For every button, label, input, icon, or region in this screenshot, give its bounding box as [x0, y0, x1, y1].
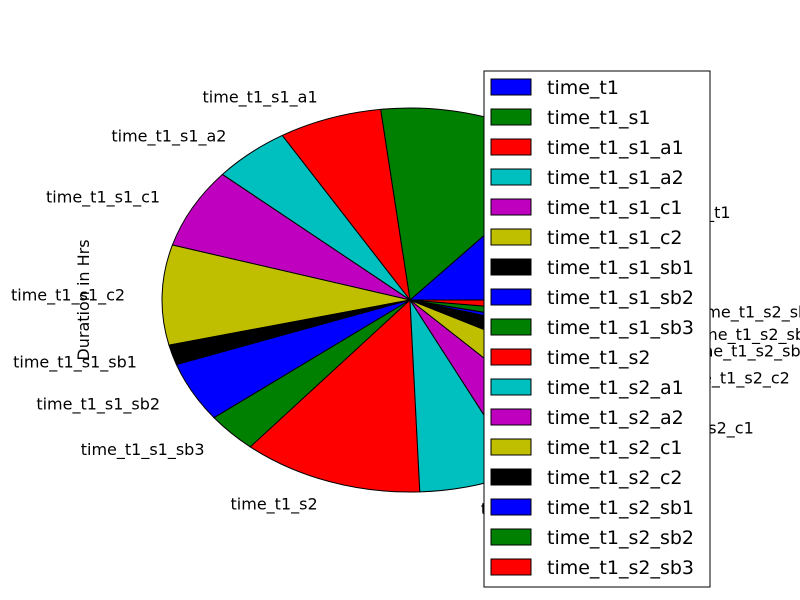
legend-swatch-time-t1-s1: [490, 108, 532, 126]
legend-entry-time-t1: time_t1: [547, 77, 619, 99]
legend-swatch-time-t1-s1-a1: [490, 138, 532, 156]
legend-entry-time-t1-s1-sb2: time_t1_s1_sb2: [547, 287, 694, 309]
slice-label-time-t1-s2: time_t1_s2: [231, 494, 318, 514]
y-axis-label: Duration in Hrs: [74, 239, 93, 360]
legend-entry-time-t1-s2-c2: time_t1_s2_c2: [547, 467, 683, 489]
legend-entry-time-t1-s2-c1: time_t1_s2_c1: [547, 437, 683, 459]
legend-entry-time-t1-s2-sb2: time_t1_s2_sb2: [547, 527, 694, 549]
legend-entry-time-t1-s1-a2: time_t1_s1_a2: [547, 167, 684, 189]
slice-label-time-t1-s1-sb1: time_t1_s1_sb1: [13, 353, 137, 373]
legend-entry-time-t1-s2-sb3: time_t1_s2_sb3: [547, 557, 694, 579]
slice-label-time-t1-s2-sb3: time_t1_s2_sb3: [695, 302, 800, 322]
legend-swatch-time-t1-s2-sb3: [490, 558, 532, 576]
legend-entry-time-t1-s1-a1: time_t1_s1_a1: [547, 137, 684, 159]
slice-label-time-t1-s1-sb2: time_t1_s1_sb2: [36, 394, 160, 414]
slice-label-time-t1-s1-a1: time_t1_s1_a1: [203, 88, 318, 108]
legend-swatch-time-t1-s1-a2: [490, 168, 532, 186]
legend-entry-time-t1-s1: time_t1_s1: [547, 107, 650, 129]
legend-entry-time-t1-s2-a1: time_t1_s2_a1: [547, 377, 684, 399]
legend-swatch-time-t1-s2-a1: [490, 378, 532, 396]
legend-swatch-time-t1-s2-a2: [490, 408, 532, 426]
legend-entry-time-t1-s1-c2: time_t1_s1_c2: [547, 227, 683, 249]
legend-swatch-time-t1-s2-c1: [490, 438, 532, 456]
slice-label-time-t1-s1-a2: time_t1_s1_a2: [111, 127, 226, 147]
slice-label-time-t1-s2-sb1: time_t1_s2_sb1: [687, 342, 800, 362]
legend-swatch-time-t1-s1-c2: [490, 228, 532, 246]
pie-slice-time-t1-s1-c2: [161, 244, 411, 346]
legend-swatch-time-t1: [490, 78, 532, 96]
legend-swatch-time-t1-s1-sb3: [490, 318, 532, 336]
legend-entry-time-t1-s1-c1: time_t1_s1_c1: [547, 197, 683, 219]
legend-entry-time-t1-s2: time_t1_s2: [547, 347, 650, 369]
legend-entry-time-t1-s1-sb3: time_t1_s1_sb3: [547, 317, 694, 339]
slice-label-time-t1-s2-sb2: time_t1_s2_sb2: [691, 325, 800, 345]
legend-swatch-time-t1-s1-c1: [490, 198, 532, 216]
pie-slice-time-t1-s2: [249, 298, 421, 493]
slice-label-time-t1-s1-c1: time_t1_s1_c1: [46, 188, 160, 208]
legend-entry-time-t1-s1-sb1: time_t1_s1_sb1: [547, 257, 694, 279]
legend: time_t1 time_t1_s1 time_t1_s1_a1 time_t1_s1…: [483, 70, 711, 588]
legend-swatch-time-t1-s2-sb2: [490, 528, 532, 546]
legend-entry-time-t1-s2-a2: time_t1_s2_a2: [547, 407, 684, 429]
legend-swatch-time-t1-s1-sb1: [490, 258, 532, 276]
legend-swatch-time-t1-s2-c2: [490, 468, 532, 486]
legend-swatch-time-t1-s2: [490, 348, 532, 366]
legend-swatch-time-t1-s1-sb2: [490, 288, 532, 306]
slice-label-time-t1-s1-c2: time_t1_s1_c2: [11, 285, 125, 305]
slice-label-time-t1-s1-sb3: time_t1_s1_sb3: [81, 440, 205, 460]
legend-swatch-time-t1-s2-sb1: [490, 498, 532, 516]
legend-entry-time-t1-s2-sb1: time_t1_s2_sb1: [547, 497, 694, 519]
